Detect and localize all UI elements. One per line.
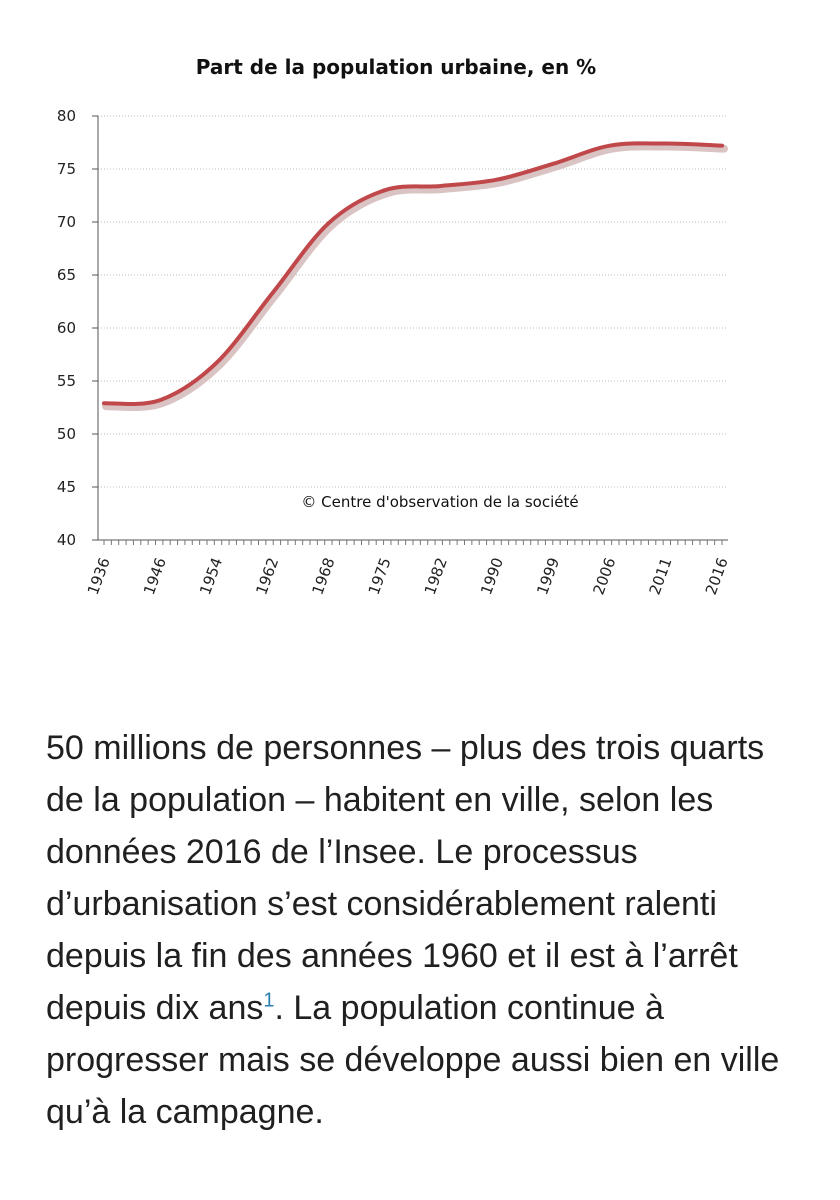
x-tick-label: 1968	[309, 555, 339, 597]
x-tick-label: 1946	[140, 555, 170, 597]
series-line-shadow	[102, 142, 728, 411]
y-tick-label: 80	[57, 107, 76, 125]
article-paragraph: 50 millions de personnes – plus des troi…	[46, 722, 806, 1138]
urban-population-chart: Part de la population urbaine, en % 40 45…	[57, 55, 732, 597]
x-tick-label: 2011	[646, 555, 676, 597]
y-tick-label: 55	[57, 372, 76, 390]
chart-title: Part de la population urbaine, en %	[196, 55, 596, 79]
x-tick-label: 1936	[84, 555, 114, 597]
y-tick-label: 65	[57, 266, 76, 284]
series-line	[102, 141, 724, 406]
x-tick-label: 1962	[252, 555, 282, 597]
y-tick-label: 50	[57, 425, 76, 443]
x-tick-label: 2016	[702, 555, 732, 597]
article-text-part1: 50 millions de personnes – plus des troi…	[46, 729, 765, 1027]
y-axis: 40 45 50 55 60 65 70 75 80	[57, 107, 99, 549]
y-tick-label: 60	[57, 319, 76, 337]
x-tick-label: 2006	[589, 555, 619, 597]
y-tick-label: 40	[57, 531, 76, 549]
article-text-part2: . La population continue à progresser ma…	[46, 989, 780, 1131]
x-tick-label: 1975	[365, 555, 395, 597]
series-layer	[102, 141, 728, 411]
footnote-reference-link[interactable]: 1	[263, 989, 275, 1012]
gridlines	[98, 115, 728, 488]
y-tick-label: 70	[57, 213, 76, 231]
source-annotation: © Centre d'observation de la société	[301, 493, 578, 511]
x-tick-label: 1954	[196, 555, 226, 597]
x-tick-label: 1990	[477, 555, 507, 597]
x-tick-label: 1982	[421, 555, 451, 597]
y-tick-label: 45	[57, 478, 76, 496]
x-axis: 1936 1946 1954 1962 1968 1975 1982 1990 1999 2006…	[84, 539, 732, 597]
x-tick-label: 1999	[533, 555, 563, 597]
y-tick-label: 75	[57, 160, 76, 178]
